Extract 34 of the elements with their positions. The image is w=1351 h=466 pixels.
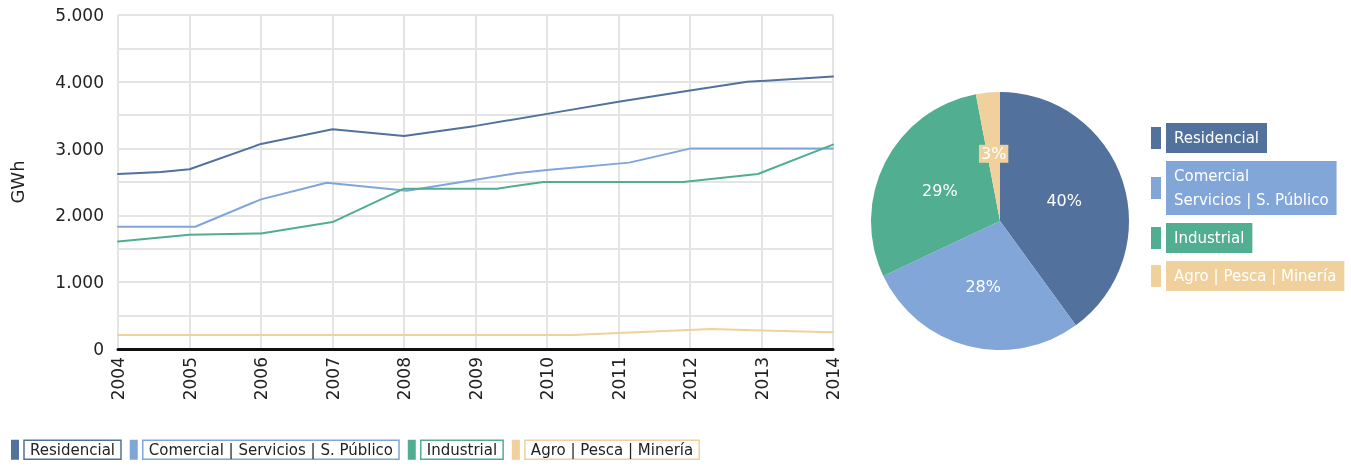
line-series (117, 147, 834, 228)
data-label: 28% (965, 276, 1001, 296)
x-tick-label: 2013 (751, 357, 772, 401)
y-tick-label: 2.000 (55, 205, 104, 226)
legend-label: Agro | Pesca | Minería (1174, 267, 1337, 285)
legend-label: Agro | Pesca | Minería (530, 440, 694, 459)
y-tick-label: 4.000 (55, 71, 104, 92)
legend-label: Residencial (1174, 129, 1259, 147)
x-tick-label: 2005 (179, 357, 200, 401)
y-tick-label: 5.000 (55, 5, 104, 25)
x-tick-label: 2010 (537, 357, 557, 401)
x-tick-label: 2009 (465, 357, 486, 401)
data-label: 29% (922, 180, 958, 200)
legend-label: Industrial (1174, 229, 1245, 247)
legend-label: Comercial Servicios | S. Público (1174, 167, 1329, 209)
line-series (117, 75, 834, 175)
x-tick-label: 2007 (322, 357, 343, 401)
y-tick-label: 0 (93, 339, 104, 359)
data-label: 3% (980, 144, 1007, 164)
data-label: 40% (1046, 190, 1082, 210)
legend-label: Residencial (30, 440, 115, 459)
y-axis-title: GWh (6, 160, 28, 204)
x-tick-label: 2006 (251, 357, 271, 401)
x-tick-label: 2014 (823, 357, 843, 401)
line-series (117, 143, 834, 243)
x-tick-label: 2011 (608, 357, 629, 401)
x-tick-label: 2004 (108, 357, 128, 401)
y-tick-label: 3.000 (55, 138, 104, 159)
x-tick-label: 2012 (680, 357, 700, 401)
legend-label: Industrial (426, 440, 498, 459)
line-series (117, 327, 834, 336)
y-tick-label: 1.000 (55, 272, 104, 293)
legend-label: Comercial | Servicios | S. Público (148, 440, 394, 459)
x-tick-label: 2008 (394, 357, 414, 401)
